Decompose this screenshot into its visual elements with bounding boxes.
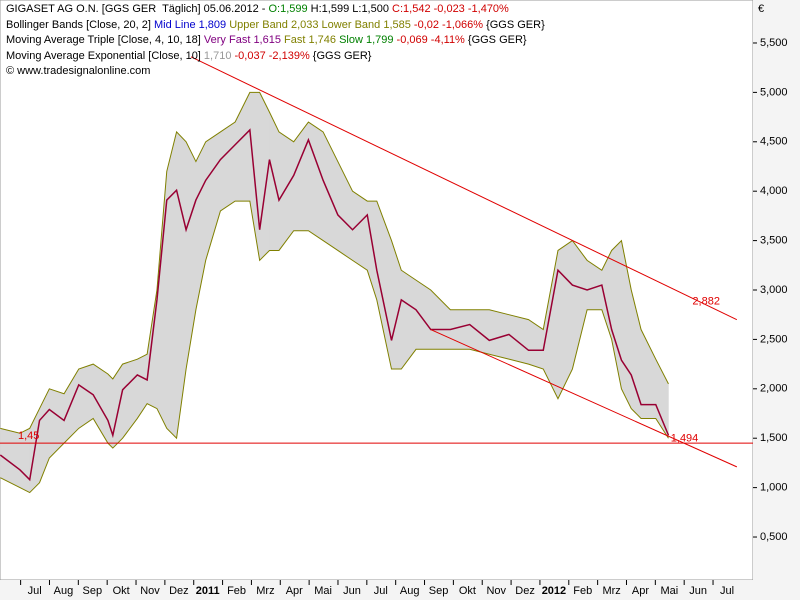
band-fill <box>415 279 431 350</box>
y-tick-label: 2,500 <box>760 333 788 345</box>
legend-line: Moving Average Exponential [Close, 10] 1… <box>6 49 545 65</box>
y-tick-label: 2,000 <box>760 383 788 395</box>
y-tick-label: 1,500 <box>760 432 788 444</box>
x-tick-label: Mai <box>314 585 332 597</box>
legend-text: Moving Average Exponential [Close, 10] <box>6 49 204 62</box>
x-tick-label: Dez <box>515 585 535 597</box>
x-tick-label: Mrz <box>602 585 620 597</box>
legend-line: Moving Average Triple [Close, 4, 10, 18]… <box>6 33 545 49</box>
currency: € <box>758 3 764 15</box>
x-tick-label: Jul <box>720 585 734 597</box>
x-tick-label: Jul <box>28 585 42 597</box>
band-fill <box>107 373 114 449</box>
legend-text: Upper Band 2,033 Lower Band 1,585 <box>226 18 411 31</box>
legend-line: GIGASET AG O.N. [GGS GER Täglich] 05.06.… <box>6 2 545 18</box>
legend-text: O:1,599 <box>268 3 308 15</box>
legend-text: Moving Average Triple [Close, 4, 10, 18] <box>6 34 204 46</box>
x-tick-label: Feb <box>573 585 592 597</box>
y-tick-label: 4,500 <box>760 136 788 148</box>
trend-line <box>190 56 738 321</box>
x-tick-label: Apr <box>286 585 303 597</box>
x-tick-label: Jul <box>374 585 388 597</box>
legend-line: Bollinger Bands [Close, 20, 2] Mid Line … <box>6 18 545 34</box>
legend-text: 1,710 <box>203 49 232 62</box>
y-tick-label: 3,000 <box>760 284 788 296</box>
price-line <box>0 128 670 482</box>
band-fill <box>308 121 324 242</box>
y-tick-label: 4,000 <box>760 185 788 197</box>
y-axis-area <box>753 0 800 600</box>
x-tick-label: Jun <box>689 585 707 597</box>
legend-text: -0,069 -4,11% <box>393 34 465 46</box>
x-axis-area <box>0 580 753 600</box>
x-tick-label: Jun <box>343 585 361 597</box>
x-tick-label: Aug <box>400 585 420 597</box>
band-fill <box>278 131 294 252</box>
band-fill <box>352 190 368 271</box>
price-label: 2,882 <box>692 296 720 308</box>
x-tick-label: Sep <box>83 585 103 597</box>
legend-text: Very Fast 1,615 <box>203 34 281 46</box>
x-tick-label: Feb <box>227 585 246 597</box>
x-tick-label: Dez <box>169 585 189 597</box>
legend-line: © www.tradesignalonline.com <box>6 64 545 80</box>
x-tick-label: Nov <box>140 585 160 597</box>
legend-text: Slow 1,799 <box>336 34 394 46</box>
legend-text: -0,037 -2,139% <box>231 49 310 62</box>
price-label: 1,494 <box>671 433 699 445</box>
legend-text: Fast 1,746 <box>280 34 337 46</box>
legend-text: Bollinger Bands [Close, 20, 2] <box>6 18 154 31</box>
x-tick-label: Sep <box>429 585 449 597</box>
band-fill <box>259 92 270 261</box>
band-fill <box>78 363 94 429</box>
band-fill <box>508 314 529 365</box>
legend-text: -0,02 -1,066% <box>410 18 484 31</box>
support-label: 1,45 <box>18 430 39 442</box>
legend-text: {GGS GER} <box>464 34 527 46</box>
legend-text: C:1,542 -0,023 -1,470% <box>392 3 509 15</box>
legend-text: GIGASET AG O.N. [GGS GER Täglich] 05.06.… <box>6 3 269 15</box>
band-line <box>0 200 669 494</box>
y-tick-label: 3,500 <box>760 235 788 247</box>
legend-text: {GGS GER} <box>309 49 372 62</box>
y-tick-label: 5,500 <box>760 37 788 49</box>
x-tick-label: Mrz <box>256 585 274 597</box>
y-tick-label: 1,000 <box>760 482 788 494</box>
x-tick-label: 2012 <box>542 585 566 597</box>
x-tick-label: Okt <box>459 585 476 597</box>
band-line <box>0 91 669 434</box>
x-tick-label: Mai <box>660 585 678 597</box>
legend: GIGASET AG O.N. [GGS GER Täglich] 05.06.… <box>6 2 545 80</box>
x-tick-label: Apr <box>632 585 649 597</box>
legend-text: {GGS GER} <box>483 18 545 31</box>
legend-text: © www.tradesignalonline.com <box>6 65 151 77</box>
x-tick-label: 2011 <box>196 585 220 597</box>
y-tick-label: 0,500 <box>760 531 788 543</box>
band-fill <box>220 121 236 212</box>
legend-text: H:1,599 L:1,500 <box>307 3 393 15</box>
band-fill <box>166 131 177 439</box>
x-tick-label: Aug <box>54 585 74 597</box>
legend-text: Mid Line 1,809 <box>153 18 227 31</box>
trend-line <box>430 329 738 468</box>
x-tick-label: Okt <box>113 585 130 597</box>
y-tick-label: 5,000 <box>760 86 788 98</box>
x-tick-label: Nov <box>486 585 506 597</box>
band-fill <box>489 309 510 360</box>
